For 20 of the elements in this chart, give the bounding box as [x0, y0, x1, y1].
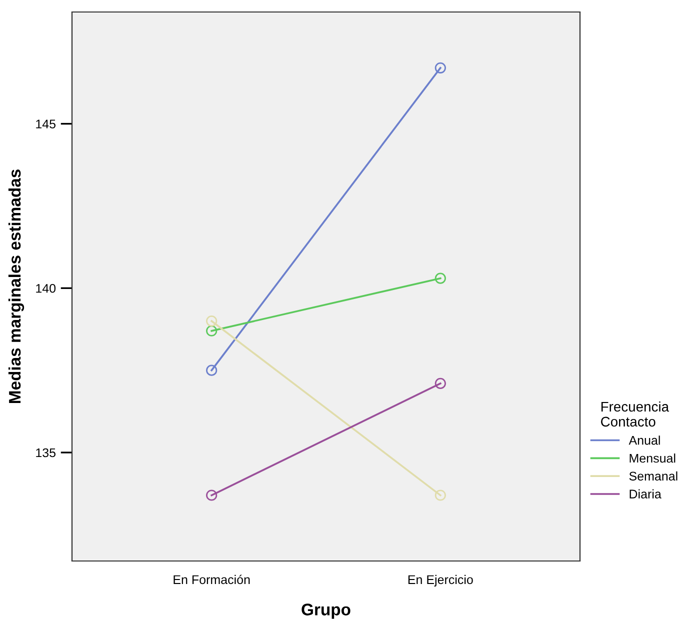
legend-label: Mensual	[630, 454, 676, 463]
y-tick-label: 135	[36, 448, 56, 458]
legend-label: Diaria	[630, 489, 662, 498]
legend-label: Semanal	[629, 471, 678, 481]
x-tick-label: En Formación	[174, 574, 250, 584]
x-axis-title: Grupo	[302, 604, 350, 619]
point	[434, 62, 446, 74]
legend-title: Frecuencia Contacto	[601, 401, 670, 427]
point	[206, 364, 218, 376]
point	[434, 490, 446, 501]
x-tick-label: En Ejercicio	[408, 574, 473, 587]
point	[206, 490, 218, 501]
point	[206, 315, 218, 327]
y-tick-label: 145	[36, 120, 56, 128]
point	[434, 272, 446, 284]
point	[206, 325, 218, 336]
y-tick-label: 140	[36, 284, 56, 293]
legend-label: Anual	[628, 436, 660, 445]
point	[434, 378, 446, 390]
y-axis-title: Medias marginales estimadas	[8, 170, 24, 404]
